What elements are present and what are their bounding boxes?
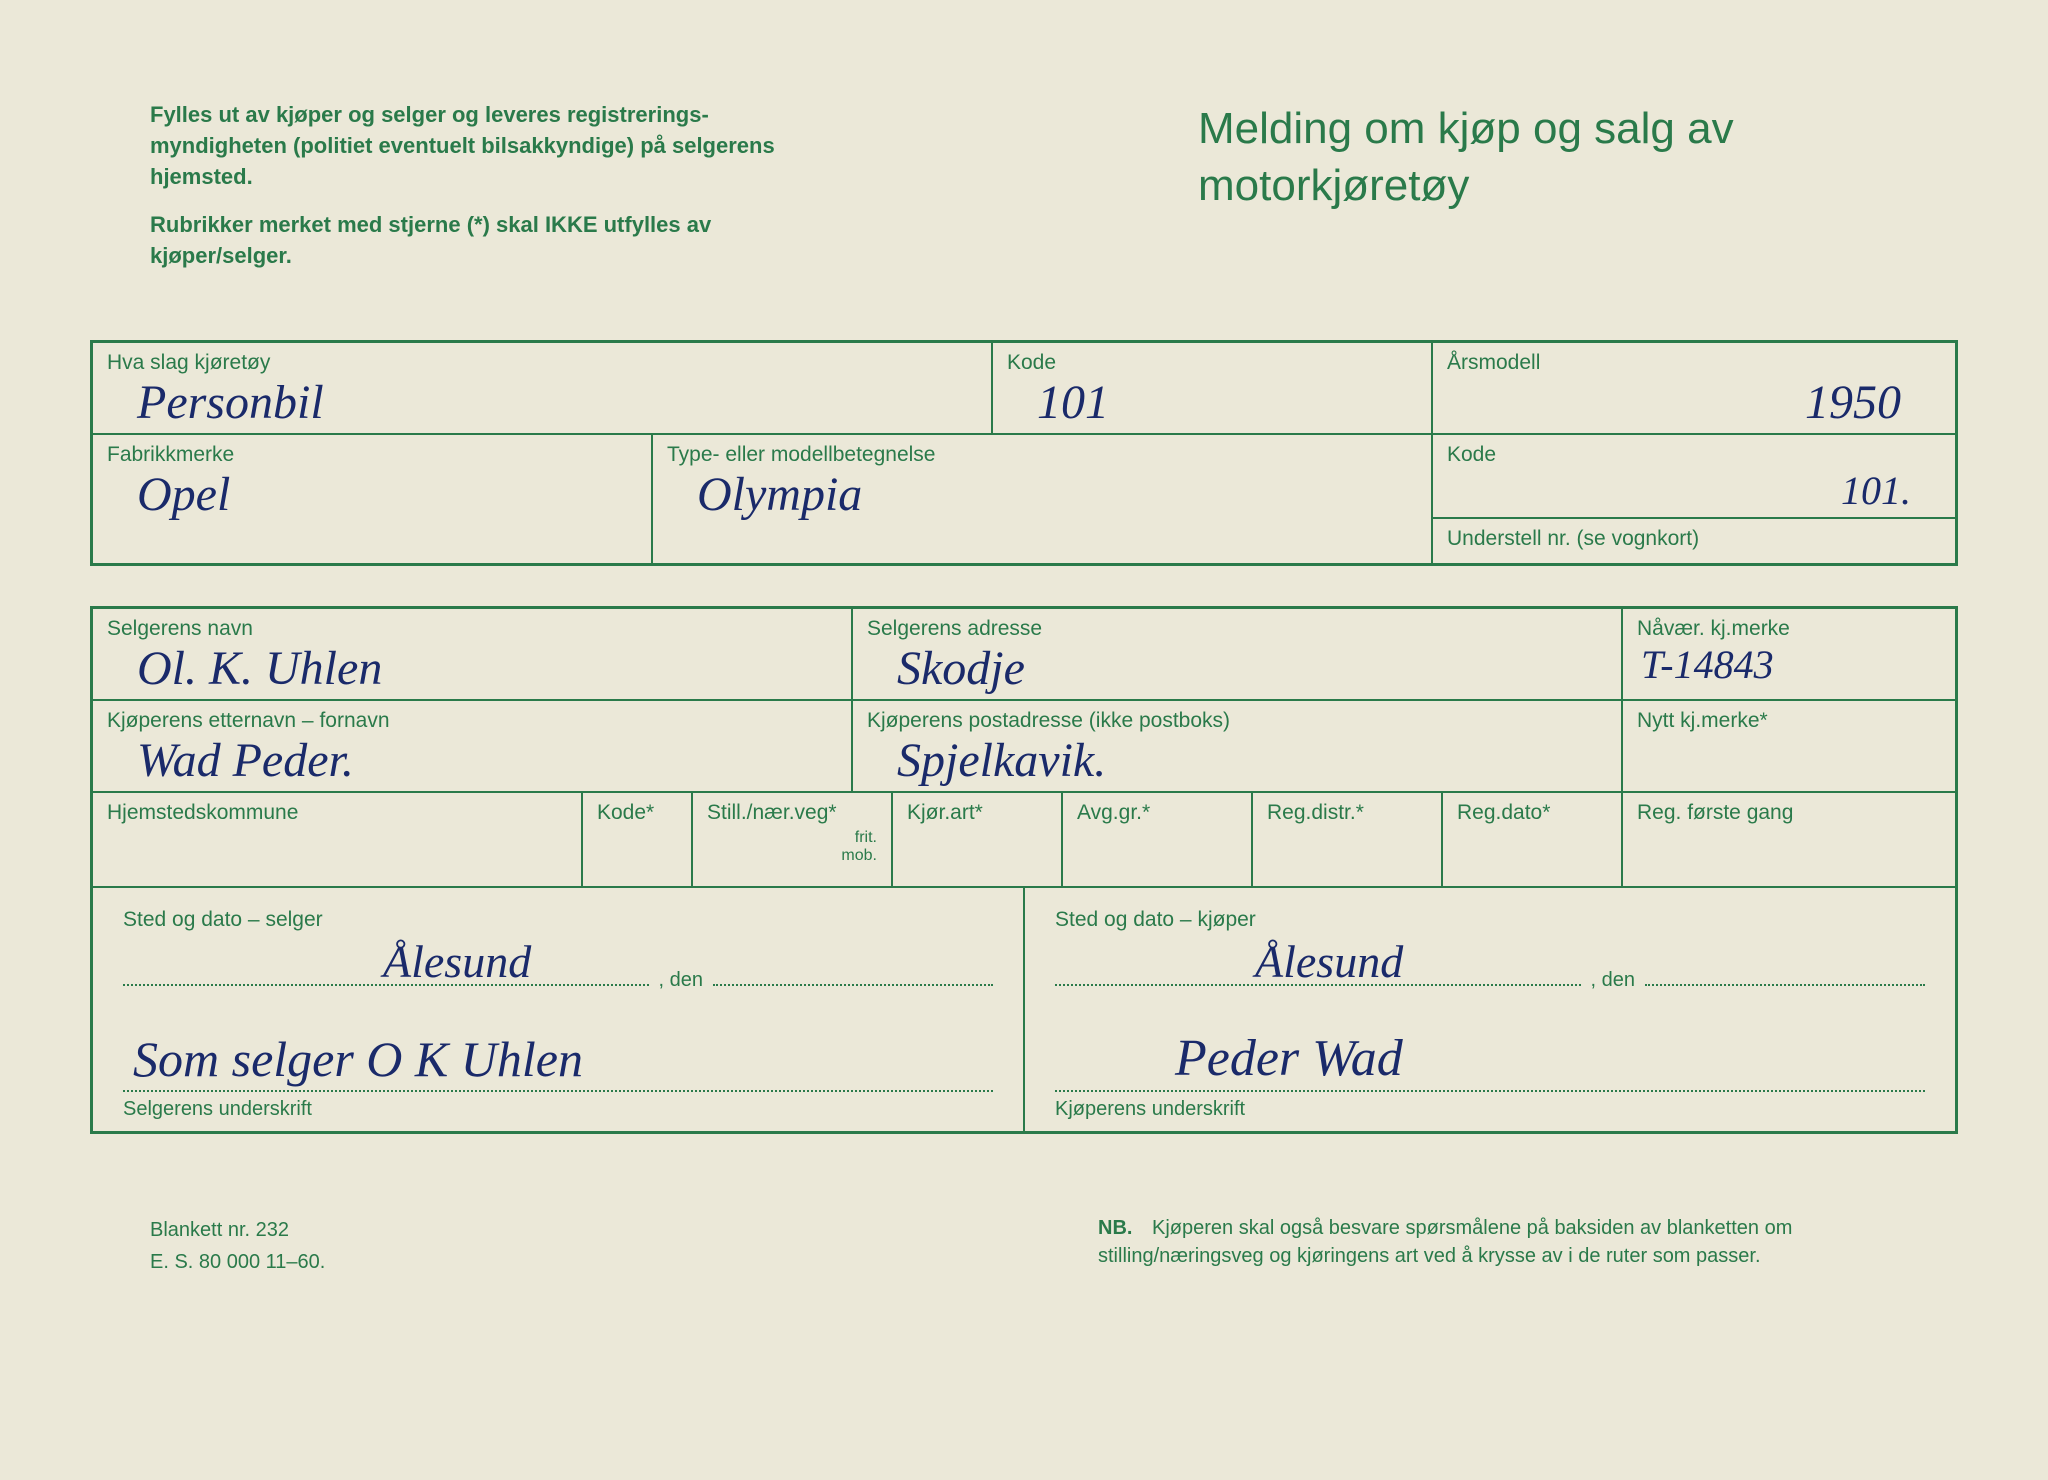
cell-regfirst: Reg. første gang <box>1623 793 1955 886</box>
instructions: Fylles ut av kjøper og selger og leveres… <box>150 100 830 290</box>
cell-kode: Kode 101 <box>993 343 1433 433</box>
cell-kode-chassis: Kode 101. Understell nr. (se vognkort) <box>1433 435 1955 563</box>
label-seller-name: Selgerens navn <box>107 617 837 641</box>
seller-signature: Som selger O K Uhlen <box>133 1030 583 1088</box>
cell-buyer-addr: Kjøperens postadresse (ikke postboks) Sp… <box>853 701 1623 791</box>
form-document: Fylles ut av kjøper og selger og leveres… <box>0 0 2048 1480</box>
value-kode: 101 <box>1007 379 1417 427</box>
label-seller-sig-header: Sted og dato – selger <box>123 908 993 932</box>
label-still-sub: frit. mob. <box>707 829 877 865</box>
cell-plate: Nåvær. kj.merke T-14843 <box>1623 609 1955 699</box>
nb-text: Kjøperen skal også besvare spørsmålene p… <box>1098 1217 1792 1267</box>
cell-avggr: Avg.gr.* <box>1063 793 1253 886</box>
label-regdistr: Reg.distr.* <box>1267 801 1427 825</box>
instruction-line-1: Fylles ut av kjøper og selger og leveres… <box>150 100 830 192</box>
blankett-nr: Blankett nr. 232 <box>150 1214 325 1246</box>
seller-den: , den <box>659 969 703 992</box>
cell-model: Type- eller modellbetegnelse Olympia <box>653 435 1433 563</box>
label-regfirst: Reg. første gang <box>1637 801 1941 825</box>
cell-vehicle-type: Hva slag kjøretøy Personbil <box>93 343 993 433</box>
cell-buyer-name: Kjøperens etternavn – fornavn Wad Peder. <box>93 701 853 791</box>
seller-signature-block: Sted og dato – selger Ålesund , den Som … <box>93 888 1025 1131</box>
label-seller-addr: Selgerens adresse <box>867 617 1607 641</box>
cell-regdato: Reg.dato* <box>1443 793 1623 886</box>
value-plate: T-14843 <box>1637 645 1941 685</box>
value-year: 1950 <box>1447 379 1941 427</box>
seller-place: Ålesund <box>383 935 531 988</box>
label-buyer-name: Kjøperens etternavn – fornavn <box>107 709 837 733</box>
value-seller-name: Ol. K. Uhlen <box>107 645 837 693</box>
cell-kommune: Hjemstedskommune <box>93 793 583 886</box>
label-new-plate: Nytt kj.merke* <box>1637 709 1941 733</box>
value-vehicle-type: Personbil <box>107 379 977 427</box>
label-plate: Nåvær. kj.merke <box>1637 617 1941 641</box>
buyer-sig-caption: Kjøperens underskrift <box>1055 1098 1925 1121</box>
cell-still: Still./nær.veg* frit. mob. <box>693 793 893 886</box>
details-row: Hjemstedskommune Kode* Still./nær.veg* f… <box>93 793 1955 888</box>
vehicle-row-1: Hva slag kjøretøy Personbil Kode 101 Års… <box>93 343 1955 435</box>
cell-kode3: Kode* <box>583 793 693 886</box>
seller-row: Selgerens navn Ol. K. Uhlen Selgerens ad… <box>93 609 1955 701</box>
value-seller-addr: Skodje <box>867 645 1607 693</box>
footer: Blankett nr. 232 E. S. 80 000 11–60. NB.… <box>90 1174 1958 1278</box>
label-avggr: Avg.gr.* <box>1077 801 1237 825</box>
instruction-line-2: Rubrikker merket med stjerne (*) skal IK… <box>150 210 830 272</box>
form-title: Melding om kjøp og salg av motorkjøretøy <box>1198 100 1898 290</box>
label-buyer-addr: Kjøperens postadresse (ikke postboks) <box>867 709 1607 733</box>
vehicle-section: Hva slag kjøretøy Personbil Kode 101 Års… <box>90 340 1958 566</box>
vehicle-row-2: Fabrikkmerke Opel Type- eller modellbete… <box>93 435 1955 563</box>
value-buyer-name: Wad Peder. <box>107 737 837 785</box>
buyer-row: Kjøperens etternavn – fornavn Wad Peder.… <box>93 701 1955 793</box>
header: Fylles ut av kjøper og selger og leveres… <box>90 100 1958 290</box>
cell-year: Årsmodell 1950 <box>1433 343 1955 433</box>
cell-kjorart: Kjør.art* <box>893 793 1063 886</box>
label-still: Still./nær.veg* <box>707 801 877 825</box>
label-kommune: Hjemstedskommune <box>107 801 567 825</box>
cell-regdistr: Reg.distr.* <box>1253 793 1443 886</box>
buyer-signature: Peder Wad <box>1175 1029 1403 1088</box>
buyer-place: Ålesund <box>1255 935 1403 988</box>
seller-sig-caption: Selgerens underskrift <box>123 1098 993 1121</box>
value-kode2: 101. <box>1447 471 1941 511</box>
label-chassis: Understell nr. (se vognkort) <box>1447 527 1941 551</box>
label-year: Årsmodell <box>1447 351 1941 375</box>
label-kode: Kode <box>1007 351 1417 375</box>
cell-make: Fabrikkmerke Opel <box>93 435 653 563</box>
cell-new-plate: Nytt kj.merke* <box>1623 701 1955 791</box>
label-model: Type- eller modellbetegnelse <box>667 443 1417 467</box>
value-buyer-addr: Spjelkavik. <box>867 737 1607 785</box>
label-kjorart: Kjør.art* <box>907 801 1047 825</box>
label-make: Fabrikkmerke <box>107 443 637 467</box>
label-regdato: Reg.dato* <box>1457 801 1607 825</box>
footer-right: NB. Kjøperen skal også besvare spørsmåle… <box>1098 1214 1898 1278</box>
label-buyer-sig-header: Sted og dato – kjøper <box>1055 908 1925 932</box>
cell-seller-name: Selgerens navn Ol. K. Uhlen <box>93 609 853 699</box>
label-kode2: Kode <box>1447 443 1941 467</box>
cell-seller-addr: Selgerens adresse Skodje <box>853 609 1623 699</box>
label-kode3: Kode* <box>597 801 677 825</box>
signature-row: Sted og dato – selger Ålesund , den Som … <box>93 888 1955 1131</box>
buyer-signature-block: Sted og dato – kjøper Ålesund , den Pede… <box>1025 888 1955 1131</box>
value-model: Olympia <box>667 471 1417 519</box>
footer-left: Blankett nr. 232 E. S. 80 000 11–60. <box>150 1214 325 1278</box>
es-code: E. S. 80 000 11–60. <box>150 1246 325 1278</box>
buyer-den: , den <box>1591 969 1635 992</box>
parties-section: Selgerens navn Ol. K. Uhlen Selgerens ad… <box>90 606 1958 1134</box>
label-vehicle-type: Hva slag kjøretøy <box>107 351 977 375</box>
nb-label: NB. <box>1098 1217 1132 1239</box>
value-make: Opel <box>107 471 637 519</box>
